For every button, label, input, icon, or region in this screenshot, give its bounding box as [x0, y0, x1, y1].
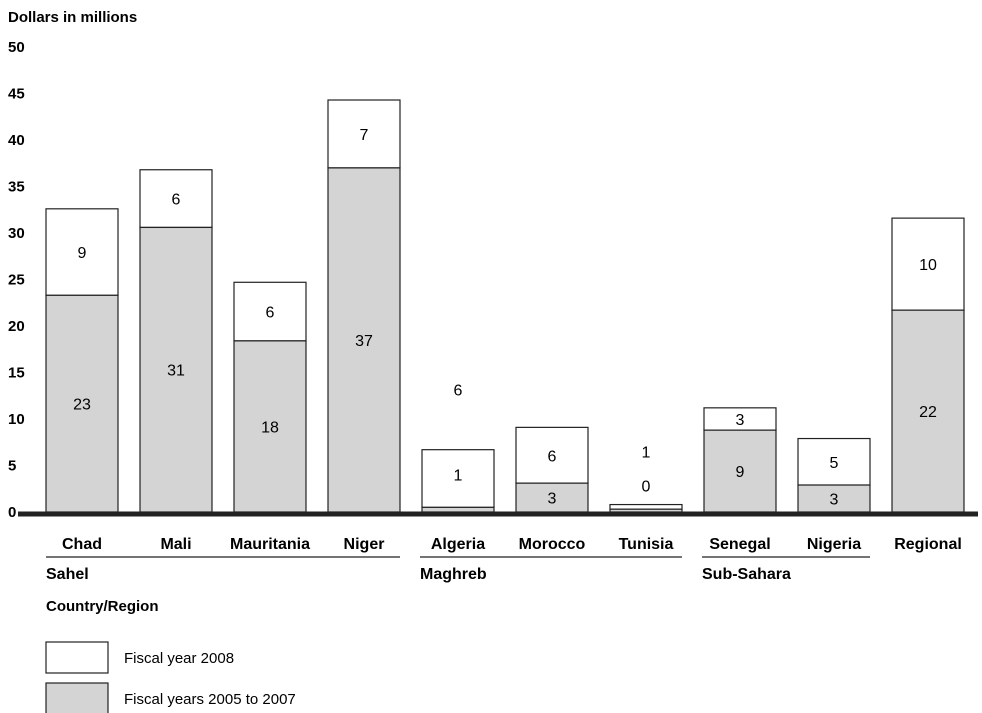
y-tick-label: 10 [8, 411, 25, 428]
category-label: Tunisia [619, 536, 674, 553]
bar-segment-fy2005-2007 [515, 482, 589, 513]
y-axis-title: Dollars in millions [8, 9, 137, 26]
data-label-fy2005-2007: 1 [454, 468, 463, 485]
bar-segment-fy2008 [45, 208, 119, 296]
category-label: Algeria [431, 536, 485, 553]
legend-label: Fiscal years 2005 to 2007 [124, 691, 296, 708]
bar-segment-fy2008 [139, 169, 213, 229]
data-label-fy2008: 6 [266, 305, 275, 322]
bars [45, 99, 965, 513]
bar-segment-fy2008 [891, 217, 965, 311]
bar-segment-fy2005-2007 [703, 429, 777, 513]
data-label-fy2005-2007: 22 [919, 404, 937, 421]
data-label-fy2005-2007: 9 [736, 464, 745, 481]
bar-segment-fy2005-2007 [327, 167, 401, 513]
group-label: Sahel [46, 566, 89, 583]
group-labels: Sahel Maghreb Sub-Sahara [46, 556, 870, 583]
data-label-fy2008: 5 [830, 455, 839, 472]
y-tick-label: 50 [8, 39, 25, 56]
data-label-fy2005-2007: 18 [261, 419, 279, 436]
bar-segment-fy2008 [609, 503, 683, 510]
category-label: Mali [160, 536, 191, 553]
category-label: Morocco [519, 536, 586, 553]
category-label: Regional [894, 536, 962, 553]
data-label-fy2008: 6 [454, 383, 463, 400]
bar-segment-fy2005-2007 [233, 340, 307, 513]
y-tick-label: 30 [8, 225, 25, 242]
category-label: Senegal [709, 536, 770, 553]
data-label-fy2005-2007: 3 [830, 492, 839, 509]
y-tick-label: 15 [8, 365, 25, 382]
bar-segment-fy2005-2007 [139, 226, 213, 513]
category-label: Niger [344, 536, 385, 553]
category-labels: Chad Mali Mauritania Niger Algeria Morocco Tun… [62, 536, 962, 553]
data-label-fy2008: 1 [642, 445, 651, 462]
data-labels: 23 9 31 6 18 6 37 7 1 6 3 6 0 1 9 3 3 5 22 10 [73, 127, 937, 509]
data-label-fy2005-2007: 0 [642, 479, 651, 496]
y-tick-label: 0 [8, 504, 16, 521]
legend-label: Fiscal year 2008 [124, 650, 234, 667]
data-label-fy2005-2007: 31 [167, 363, 185, 380]
data-label-fy2008: 6 [548, 448, 557, 465]
bar-segment-fy2008 [797, 437, 871, 486]
y-tick-label: 5 [8, 458, 16, 475]
legend-swatch [45, 682, 109, 713]
group-label: Maghreb [420, 566, 487, 583]
y-tick-label: 35 [8, 179, 25, 196]
data-label-fy2005-2007: 3 [548, 491, 557, 508]
data-label-fy2008: 6 [172, 192, 181, 209]
category-label: Chad [62, 536, 102, 553]
y-axis-ticks: 0 5 10 15 20 25 30 35 40 45 50 [8, 39, 25, 521]
legend-swatch [45, 641, 109, 674]
data-label-fy2008: 7 [360, 127, 369, 144]
group-label: Sub-Sahara [702, 566, 791, 583]
data-label-fy2005-2007: 37 [355, 333, 373, 350]
data-label-fy2005-2007: 23 [73, 397, 91, 414]
category-label: Nigeria [807, 536, 861, 553]
y-tick-label: 25 [8, 272, 25, 289]
y-tick-label: 20 [8, 318, 25, 335]
category-label: Mauritania [230, 536, 310, 553]
data-label-fy2008: 3 [736, 412, 745, 429]
bar-segment-fy2005-2007 [421, 506, 495, 513]
data-label-fy2008: 9 [78, 245, 87, 262]
bar-segment-fy2005-2007 [891, 309, 965, 513]
y-tick-label: 40 [8, 132, 25, 149]
data-label-fy2008: 10 [919, 257, 937, 274]
legend: Fiscal year 2008 Fiscal years 2005 to 200… [45, 641, 296, 713]
bar-segment-fy2005-2007 [45, 294, 119, 513]
bar-segment-fy2008 [515, 426, 589, 484]
y-tick-label: 45 [8, 86, 25, 103]
bar-segment-fy2005-2007 [797, 484, 871, 513]
x-axis-title: Country/Region [46, 598, 159, 615]
